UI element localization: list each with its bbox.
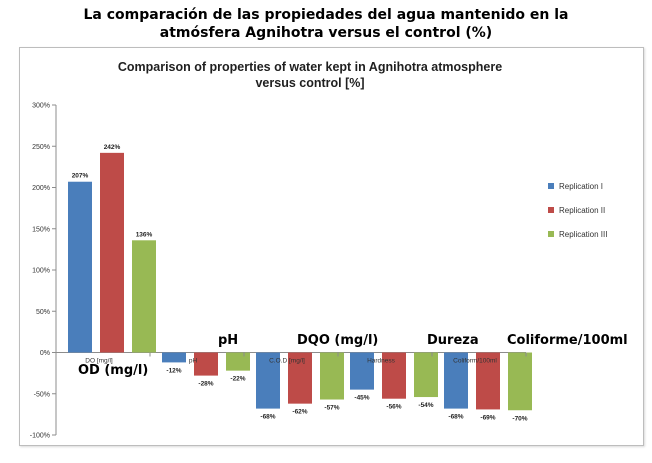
chart-title-line: versus control [%] [255,76,364,90]
overlay-label-dqo: DQO (mg/l) [297,333,379,348]
bar [382,352,406,399]
bar-value-label: -69% [480,414,495,421]
bar-value-label: 242% [104,144,121,151]
chart-title: Comparison of properties of water kept i… [118,60,502,90]
legend-swatch [548,231,554,237]
overlay-label-coliforme: Coliforme/100ml [507,333,628,348]
bar-value-label: -12% [166,367,181,374]
legend-swatch [548,183,554,189]
bar-value-label: -68% [260,414,275,421]
bar-value-label: 136% [136,231,153,238]
chart-svg: Comparison of properties of water kept i… [30,60,608,440]
y-tick-label: 200% [32,185,50,192]
x-category-label: pH [189,358,198,365]
bar [132,240,156,353]
bar-value-label: -22% [230,376,245,383]
y-tick-label: -50% [34,391,50,398]
bar [476,352,500,410]
x-category-label: Hardness [367,358,396,365]
bar-value-label: -70% [512,415,527,422]
bar [508,352,532,411]
bar [68,181,92,353]
bar [444,352,468,409]
legend-label: Replication II [559,206,605,215]
bar [350,352,374,390]
legend-label: Replication I [559,182,603,191]
y-tick-label: 100% [32,268,50,275]
outer-title: La comparación de las propiedades del ag… [83,7,569,41]
x-category-label: C.O.D [mg/l] [269,358,305,365]
bar-value-label: -57% [324,405,339,412]
y-tick-label: 0% [40,350,50,357]
bar [162,352,186,363]
bar-value-label: -45% [354,395,369,402]
bar-value-label: -68% [448,414,463,421]
x-category-label: DO [mg/l] [85,358,113,365]
overlay-label-ph: pH [218,333,239,348]
bar-value-label: -28% [198,381,213,388]
bar-value-label: -54% [418,402,433,409]
bar [414,352,438,398]
overlay-label-dureza: Dureza [427,333,479,348]
chart-title-line: Comparison of properties of water kept i… [118,60,502,74]
bar-value-label: 207% [72,173,89,180]
bar-value-label: -62% [292,409,307,416]
bar [100,152,124,353]
bar [194,352,218,376]
legend-label: Replication III [559,230,607,239]
overlay-label-od: OD (mg/l) [78,363,149,378]
bar-value-label: -56% [386,404,401,411]
y-tick-label: 50% [36,309,50,316]
legend-swatch [548,207,554,213]
x-category-label: Coliform/100ml [453,358,497,365]
bar [288,352,312,404]
y-tick-label: -100% [30,433,50,440]
y-tick-label: 250% [32,144,50,151]
y-tick-label: 300% [32,103,50,110]
y-tick-label: 150% [32,226,50,233]
bar [226,352,250,371]
chart-panel: Comparison of properties of water kept i… [19,47,644,446]
bar [320,352,344,400]
bar [256,352,280,409]
